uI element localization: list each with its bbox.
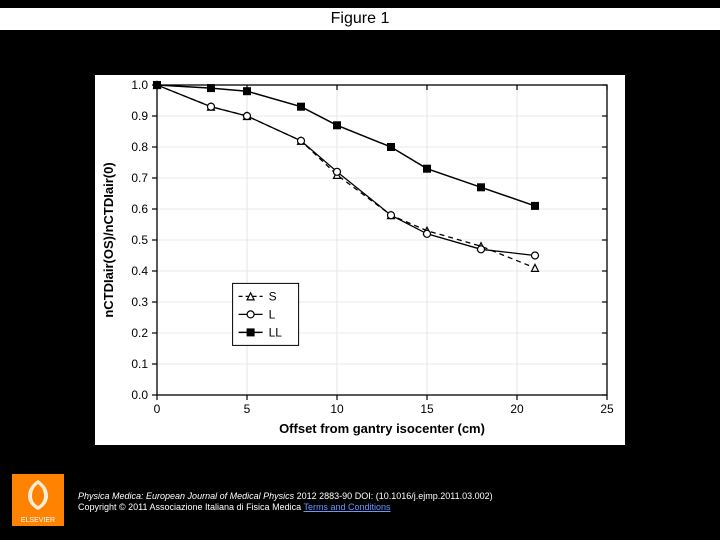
publisher-logo: ELSEVIER	[12, 474, 64, 526]
svg-text:0.9: 0.9	[131, 109, 148, 123]
svg-text:0.8: 0.8	[131, 140, 148, 154]
svg-text:0.3: 0.3	[131, 295, 148, 309]
doi: DOI: (10.1016/j.ejmp.2011.03.002)	[355, 491, 493, 501]
slide-container: Figure 1 0 5 10 15 20 25 0.0 0.1 0.2 0.3 0.4 0.5 0.6…	[0, 0, 720, 540]
caption-line-1: Physica Medica: European Journal of Medi…	[78, 491, 493, 503]
year-pages: 2012 2883-90	[297, 491, 353, 501]
svg-text:25: 25	[600, 402, 614, 416]
svg-text:0.1: 0.1	[131, 357, 148, 371]
svg-text:0.2: 0.2	[131, 326, 148, 340]
caption-line-2: Copyright © 2011 Associazione Italiana d…	[78, 502, 493, 514]
copyright-text: Copyright © 2011 Associazione Italiana d…	[78, 502, 301, 512]
svg-text:15: 15	[420, 402, 434, 416]
svg-text:0.4: 0.4	[131, 264, 148, 278]
journal-name: Physica Medica: European Journal of Medi…	[78, 491, 294, 501]
svg-text:nCTDIair(OS)/nCTDIair(0): nCTDIair(OS)/nCTDIair(0)	[101, 162, 116, 317]
svg-text:20: 20	[510, 402, 524, 416]
terms-link[interactable]: Terms and Conditions	[303, 502, 390, 512]
line-chart: 0 5 10 15 20 25 0.0 0.1 0.2 0.3 0.4 0.5 0.6 0.7 0.8 0.9…	[95, 75, 625, 445]
svg-text:0.7: 0.7	[131, 171, 148, 185]
chart-container: 0 5 10 15 20 25 0.0 0.1 0.2 0.3 0.4 0.5 0.6 0.7 0.8 0.9…	[95, 75, 625, 445]
svg-text:0.6: 0.6	[131, 202, 148, 216]
figure-title: Figure 1	[0, 8, 720, 30]
svg-text:S: S	[269, 289, 277, 303]
svg-text:Offset from gantry isocenter (: Offset from gantry isocenter (cm)	[279, 421, 485, 436]
svg-text:1.0: 1.0	[131, 78, 148, 92]
svg-text:5: 5	[244, 402, 251, 416]
logo-text: ELSEVIER	[21, 517, 55, 524]
svg-text:0.0: 0.0	[131, 388, 148, 402]
svg-text:0: 0	[154, 402, 161, 416]
svg-text:L: L	[269, 307, 276, 321]
svg-text:LL: LL	[269, 325, 283, 339]
svg-text:10: 10	[330, 402, 344, 416]
caption-block: Physica Medica: European Journal of Medi…	[78, 491, 493, 514]
svg-text:0.5: 0.5	[131, 233, 148, 247]
